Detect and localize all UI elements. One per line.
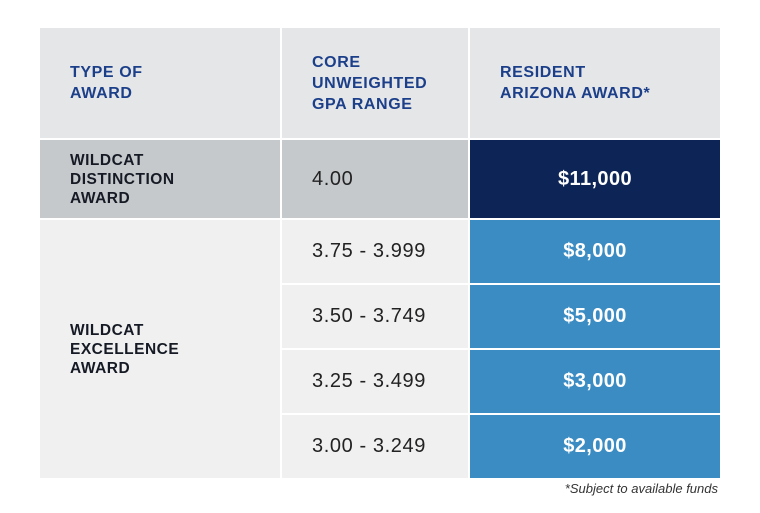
excellence-gpa: 3.25 - 3.499	[282, 350, 468, 413]
excellence-amount: $8,000	[470, 220, 720, 283]
distinction-label: WILDCAT DISTINCTION AWARD	[40, 140, 280, 218]
header-gpa-line: CORE	[312, 53, 361, 71]
excellence-label: WILDCAT EXCELLENCE AWARD	[40, 220, 280, 478]
excellence-amount: $5,000	[470, 285, 720, 348]
excellence-label-line: WILDCAT	[70, 321, 144, 339]
distinction-label-line: DISTINCTION	[70, 170, 175, 188]
excellence-gpa: 3.75 - 3.999	[282, 220, 468, 283]
header-gpa-line: GPA RANGE	[312, 95, 413, 113]
header-type-line: AWARD	[70, 85, 133, 102]
distinction-label-line: AWARD	[70, 189, 131, 207]
header-gpa-range: CORE UNWEIGHTED GPA RANGE	[282, 28, 468, 138]
header-award-line: RESIDENT	[500, 64, 586, 81]
distinction-gpa: 4.00	[282, 140, 468, 218]
footnote: *Subject to available funds	[564, 481, 718, 496]
header-type-of-award: TYPE OF AWARD	[40, 28, 280, 138]
excellence-label-line: EXCELLENCE	[70, 340, 180, 358]
excellence-amount: $2,000	[470, 415, 720, 478]
excellence-gpa: 3.00 - 3.249	[282, 415, 468, 478]
header-award-line: ARIZONA AWARD*	[500, 85, 651, 102]
distinction-amount: $11,000	[470, 140, 720, 218]
excellence-amount: $3,000	[470, 350, 720, 413]
distinction-label-line: WILDCAT	[70, 151, 144, 169]
excellence-gpa: 3.50 - 3.749	[282, 285, 468, 348]
header-resident-award: RESIDENT ARIZONA AWARD*	[470, 28, 720, 138]
header-gpa-line: UNWEIGHTED	[312, 74, 428, 92]
header-type-line: TYPE OF	[70, 64, 143, 81]
excellence-label-line: AWARD	[70, 359, 131, 377]
